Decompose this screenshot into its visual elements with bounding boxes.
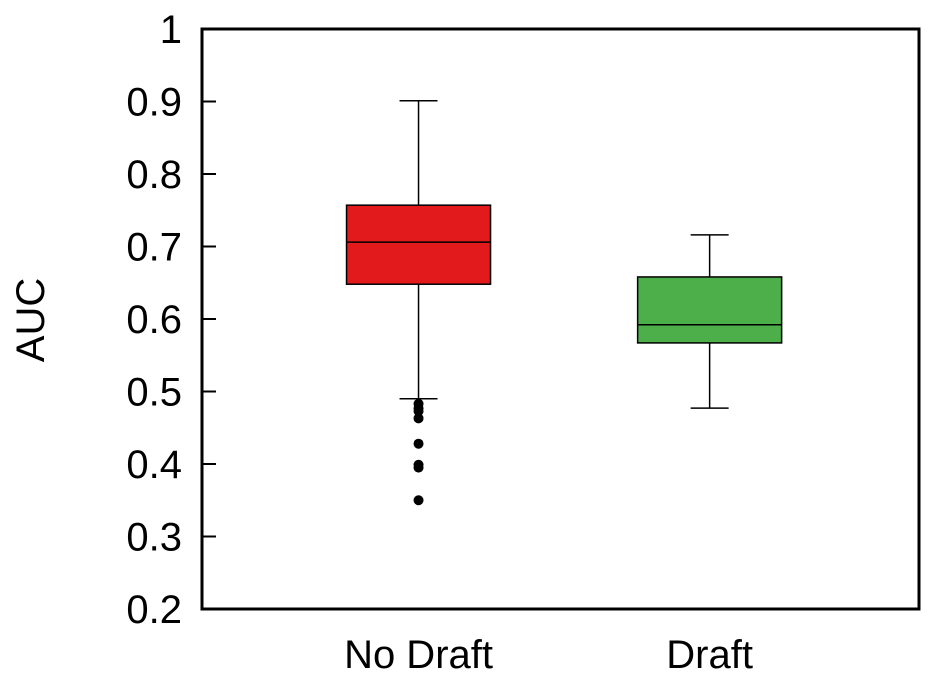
box-draft (636, 234, 783, 409)
y-tick-label: 0.8 (126, 153, 182, 197)
y-tick-label: 0.3 (126, 516, 182, 560)
iqr-box (636, 276, 783, 344)
x-axis: No Draft Draft (344, 633, 753, 677)
y-tick-label: 0.6 (126, 298, 182, 342)
y-tick-label: 0.9 (126, 81, 182, 125)
y-axis-title: AUC (9, 278, 53, 362)
outlier-point (413, 413, 424, 424)
y-tick-label: 1 (160, 8, 182, 52)
outlier-point (413, 462, 424, 473)
y-axis: 0.2 0.3 0.4 0.5 0.6 0.7 0.8 0.9 1 (126, 8, 216, 632)
box-no-draft (345, 100, 492, 506)
outlier-point (413, 438, 424, 449)
x-tick-label: No Draft (344, 633, 493, 677)
outlier-point (413, 406, 424, 417)
y-tick-label: 0.7 (126, 226, 182, 270)
y-tick-label: 0.4 (126, 443, 182, 487)
boxes-group (345, 100, 783, 506)
iqr-box (345, 204, 492, 285)
plot-frame (200, 27, 921, 611)
y-tick-label: 0.2 (126, 588, 182, 632)
y-tick-label: 0.5 (126, 371, 182, 415)
outlier-point (413, 495, 424, 506)
x-tick-label: Draft (666, 633, 753, 677)
